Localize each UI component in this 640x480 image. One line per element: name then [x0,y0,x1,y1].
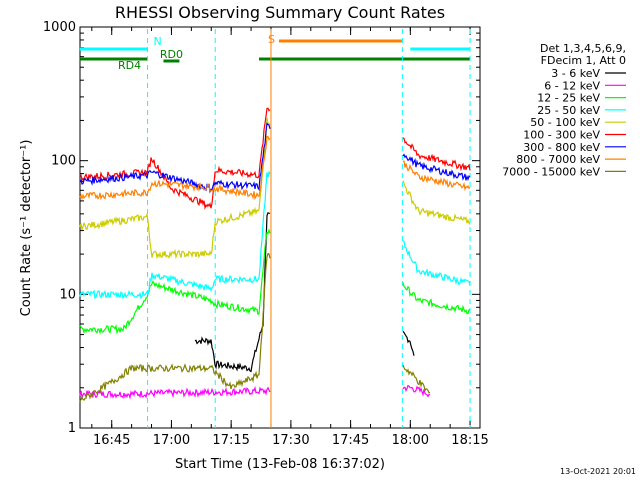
series-line [79,228,471,335]
status-bar-label: RD0 [160,48,183,61]
x-tick-label: 18:00 [392,433,429,448]
series-line [79,117,471,260]
legend-label: 800 - 7000 keV [516,153,600,166]
x-tick-label: 16:45 [93,433,130,448]
status-bar-label: RD4 [118,59,141,72]
legend-header-line-1: Det 1,3,4,5,6,9, [540,42,626,55]
series-line [79,135,471,201]
footer-date: 13-Oct-2021 20:01 [560,467,636,476]
plot-frame [79,26,481,429]
series-line [79,384,431,400]
chart-title: RHESSI Observing Summary Count Rates [115,3,445,22]
y-tick-label: 1 [68,421,76,436]
x-axis-label: Start Time (13-Feb-08 16:37:02) [175,457,385,472]
y-tick-label: 10 [59,287,76,302]
x-tick-label: 17:00 [153,433,190,448]
legend-header-line-2: FDecim 1, Att 0 [541,54,626,67]
series-line [79,252,431,402]
status-bar-label: N [154,35,162,48]
legend-label: 25 - 50 keV [537,104,600,117]
x-tick-label: 17:15 [212,433,249,448]
x-tick-label: 17:30 [272,433,309,448]
y-tick-label: 1000 [43,20,76,35]
series-line [79,122,471,194]
legend-label: 100 - 300 keV [523,129,600,142]
legend-label: 6 - 12 keV [544,79,600,92]
legend-label: 3 - 6 keV [551,67,600,80]
legend-label: 50 - 100 keV [530,116,600,129]
series-line [194,212,415,373]
series-line [79,170,471,300]
x-tick-label: 17:45 [332,433,369,448]
legend-label: 12 - 25 keV [537,92,600,105]
y-tick-label: 100 [51,154,76,169]
legend-label: 7000 - 15000 keV [502,165,600,178]
legend-label: 300 - 800 keV [523,141,600,154]
x-tick-label: 18:15 [451,433,488,448]
plot-layer: 1 10 100 1000 16:45 17:00 17:15 17:30 17:45 18:00… [43,20,626,448]
y-axis-label: Count Rate (s⁻¹ detector⁻¹) [19,140,34,317]
